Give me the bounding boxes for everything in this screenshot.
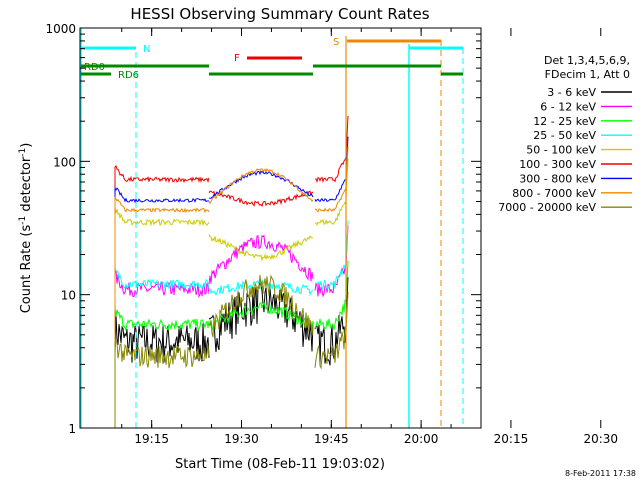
x-tick-label: 19:15	[134, 432, 169, 446]
legend: Det 1,3,4,5,6,9, FDecim 1, Att 0 3 - 6 k…	[498, 54, 632, 214]
plot-area: N RD0 RD6 F S 19:15 19:30 19:45 20:00 20:15 20:30…	[45, 22, 618, 446]
series-trace	[114, 206, 210, 227]
series-trace	[208, 274, 314, 338]
flag-bars-layer: N RD0 RD6 F S	[80, 28, 464, 428]
series-trace	[314, 262, 347, 290]
y-tick-label: 100	[53, 155, 76, 169]
series-trace	[208, 234, 314, 284]
series-trace	[314, 187, 347, 213]
legend-label: 12 - 25 keV	[533, 115, 596, 128]
series-trace	[208, 301, 314, 331]
legend-label: 100 - 300 keV	[519, 158, 596, 171]
series-trace	[114, 187, 210, 204]
series-trace	[314, 179, 347, 203]
y-axis-label: Count Rate (s-1 detector-1)	[18, 143, 34, 314]
legend-label: 25 - 50 keV	[533, 129, 596, 142]
x-tick-label: 19:30	[224, 432, 259, 446]
flag-label-rd6: RD6	[118, 70, 139, 81]
axis-ticks: 19:15 19:30 19:45 20:00 20:15 20:30 1 10 100 1000	[45, 22, 618, 446]
legend-label: 300 - 800 keV	[519, 172, 596, 185]
x-tick-label: 20:00	[404, 432, 439, 446]
series-trace	[208, 167, 314, 205]
flag-label-rd0: RD0	[84, 62, 105, 73]
legend-label: 50 - 100 keV	[526, 144, 596, 157]
plot-timestamp: 8-Feb-2011 17:38	[565, 469, 636, 478]
legend-label: 3 - 6 keV	[547, 86, 596, 99]
series-trace	[208, 234, 314, 262]
data-series-layer	[114, 115, 349, 428]
flag-label-flare: F	[234, 53, 240, 64]
y-tick-label: 10	[61, 289, 76, 303]
series-trace	[314, 156, 347, 184]
y-tick-label: 1000	[45, 22, 76, 36]
y-tick-label: 1	[68, 422, 76, 436]
x-axis-label: Start Time (08-Feb-11 19:03:02)	[175, 457, 385, 472]
series-trace	[314, 324, 347, 370]
series-trace	[114, 164, 210, 184]
series-trace	[114, 270, 210, 299]
legend-header-line-1: Det 1,3,4,5,6,9,	[544, 54, 630, 67]
series-trace	[114, 307, 210, 332]
x-tick-label: 20:15	[494, 432, 529, 446]
legend-label: 7000 - 20000 keV	[498, 201, 596, 214]
series-trace	[208, 170, 314, 199]
x-tick-label: 20:30	[583, 432, 618, 446]
flag-label-night: N	[143, 44, 150, 55]
legend-label: 800 - 7000 keV	[512, 187, 596, 200]
chart-title: HESSI Observing Summary Count Rates	[130, 5, 429, 23]
series-trace	[208, 190, 313, 208]
plot-frame	[79, 27, 482, 429]
legend-header-line-2: FDecim 1, Att 0	[545, 68, 630, 81]
series-trace	[314, 315, 347, 366]
series-trace	[114, 267, 210, 291]
series-trace	[114, 340, 210, 369]
series-trace	[314, 201, 347, 227]
series-trace	[114, 196, 210, 214]
x-tick-label: 19:45	[314, 432, 349, 446]
series-trace	[314, 299, 347, 331]
legend-label: 6 - 12 keV	[540, 100, 596, 113]
flag-label-saa: S	[333, 37, 339, 48]
